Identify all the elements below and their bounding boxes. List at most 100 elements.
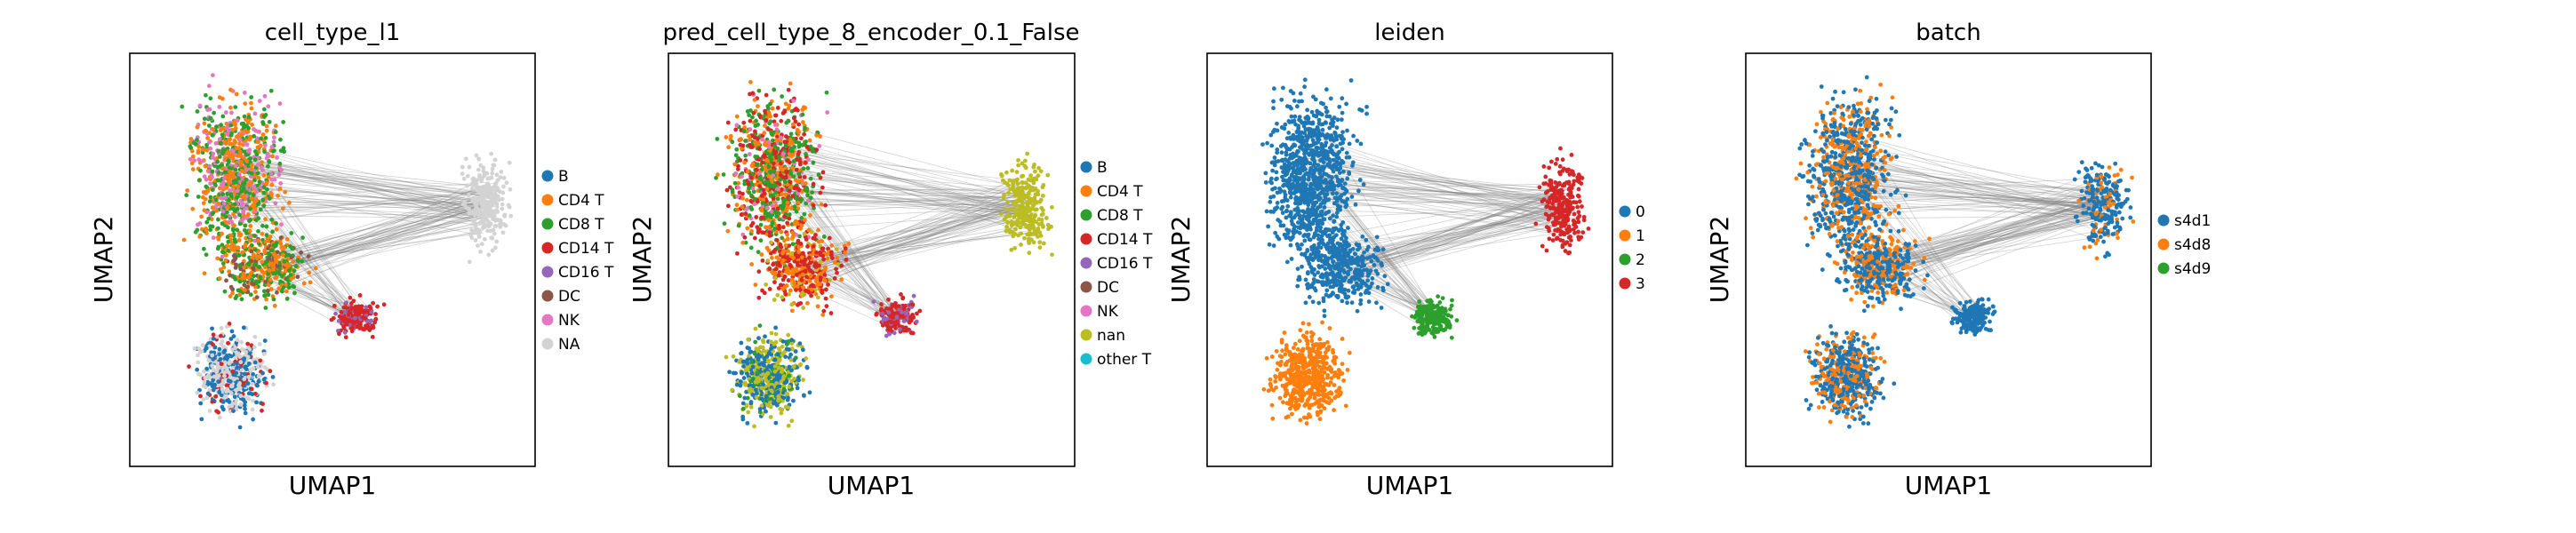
scatter-point (1014, 170, 1020, 175)
graph-edge (771, 163, 1025, 212)
scatter-point (238, 339, 244, 345)
scatter-point (894, 314, 900, 320)
scatter-point (1015, 177, 1020, 182)
graph-edge (269, 214, 494, 270)
scatter-point (264, 233, 269, 238)
scatter-point (758, 238, 764, 243)
scatter-point (795, 386, 800, 391)
scatter-point (1038, 233, 1044, 238)
scatter-point (195, 367, 200, 372)
scatter-point (791, 99, 796, 103)
scatter-point (233, 121, 237, 126)
scatter-point (740, 174, 744, 179)
scatter-point (759, 215, 764, 220)
scatter-point (238, 154, 244, 159)
scatter-point (745, 109, 750, 114)
graph-edge (1329, 150, 1566, 224)
scatter-point (202, 369, 206, 374)
scatter-point (749, 370, 755, 376)
scatter-point (899, 291, 903, 297)
scatter-point (768, 119, 773, 124)
scatter-point (772, 184, 777, 188)
scatter-point (262, 149, 267, 155)
scatter-point (736, 223, 741, 228)
graph-edge (757, 199, 1033, 203)
scatter-point (490, 248, 495, 253)
graph-edge (756, 127, 1040, 203)
scatter-point (885, 327, 891, 332)
scatter-point (804, 365, 810, 370)
scatter-point (474, 227, 478, 232)
scatter-point (803, 106, 808, 110)
graph-edge (775, 211, 1028, 232)
graph-edge (1312, 163, 1566, 221)
scatter-point (722, 221, 727, 227)
scatter-point (753, 326, 758, 331)
scatter-point (805, 165, 811, 171)
scatter-point (820, 185, 825, 190)
graph-edge (1338, 203, 1563, 273)
graph-edge (1325, 206, 1569, 219)
scatter-point (788, 81, 793, 86)
scatter-point (797, 234, 802, 239)
scatter-point (756, 157, 762, 163)
scatter-point (1038, 169, 1044, 174)
legend-marker (541, 218, 554, 230)
scatter-point (370, 334, 375, 339)
scatter-point (224, 278, 228, 283)
scatter-point (252, 178, 257, 183)
scatter-point (196, 178, 202, 183)
scatter-point (504, 180, 509, 186)
graph-edge (1347, 187, 1572, 272)
scatter-point (801, 166, 806, 171)
scatter-point (249, 259, 254, 264)
scatter-point (283, 189, 288, 195)
scatter-point (798, 301, 804, 306)
scatter-point (204, 219, 210, 225)
scatter-point (1005, 220, 1011, 225)
scatter-point (787, 347, 791, 352)
scatter-point (490, 171, 495, 176)
scatter-point (500, 190, 506, 195)
scatter-point (491, 217, 495, 221)
scatter-point (757, 184, 763, 189)
scatter-point (233, 239, 237, 244)
scatter-point (917, 308, 923, 314)
scatter-point (747, 133, 751, 139)
scatter-point (745, 395, 750, 401)
scatter-point (210, 155, 215, 160)
scatter-point (269, 248, 275, 252)
scatter-point (770, 193, 775, 198)
scatter-point (275, 155, 279, 160)
scatter-point (764, 354, 770, 359)
scatter-point (775, 361, 780, 366)
scatter-point (215, 256, 220, 261)
scatter-point (246, 120, 251, 125)
plot-frame (129, 52, 536, 467)
scatter-point (218, 128, 223, 133)
scatter-point (225, 177, 230, 182)
graph-edge (266, 200, 489, 254)
legend-label: NA (558, 336, 580, 354)
scatter-point (773, 331, 779, 337)
scatter-point (770, 131, 774, 137)
scatter-point (226, 370, 230, 374)
scatter-point (371, 300, 376, 306)
scatter-point (761, 187, 766, 193)
scatter-point (787, 373, 792, 378)
scatter-point (220, 179, 226, 185)
scatter-point (260, 259, 265, 265)
scatter-point (740, 195, 746, 201)
scatter-point (821, 308, 827, 314)
scatter-point (266, 271, 271, 276)
scatter-point (734, 382, 740, 387)
scatter-point (476, 167, 481, 172)
scatter-point (771, 401, 776, 406)
scatter-point (467, 211, 472, 216)
scatter-point (245, 341, 251, 346)
scatter-point (492, 181, 498, 187)
scatter-point (766, 212, 771, 217)
scatter-point (211, 235, 216, 241)
scatter-point (743, 368, 748, 373)
